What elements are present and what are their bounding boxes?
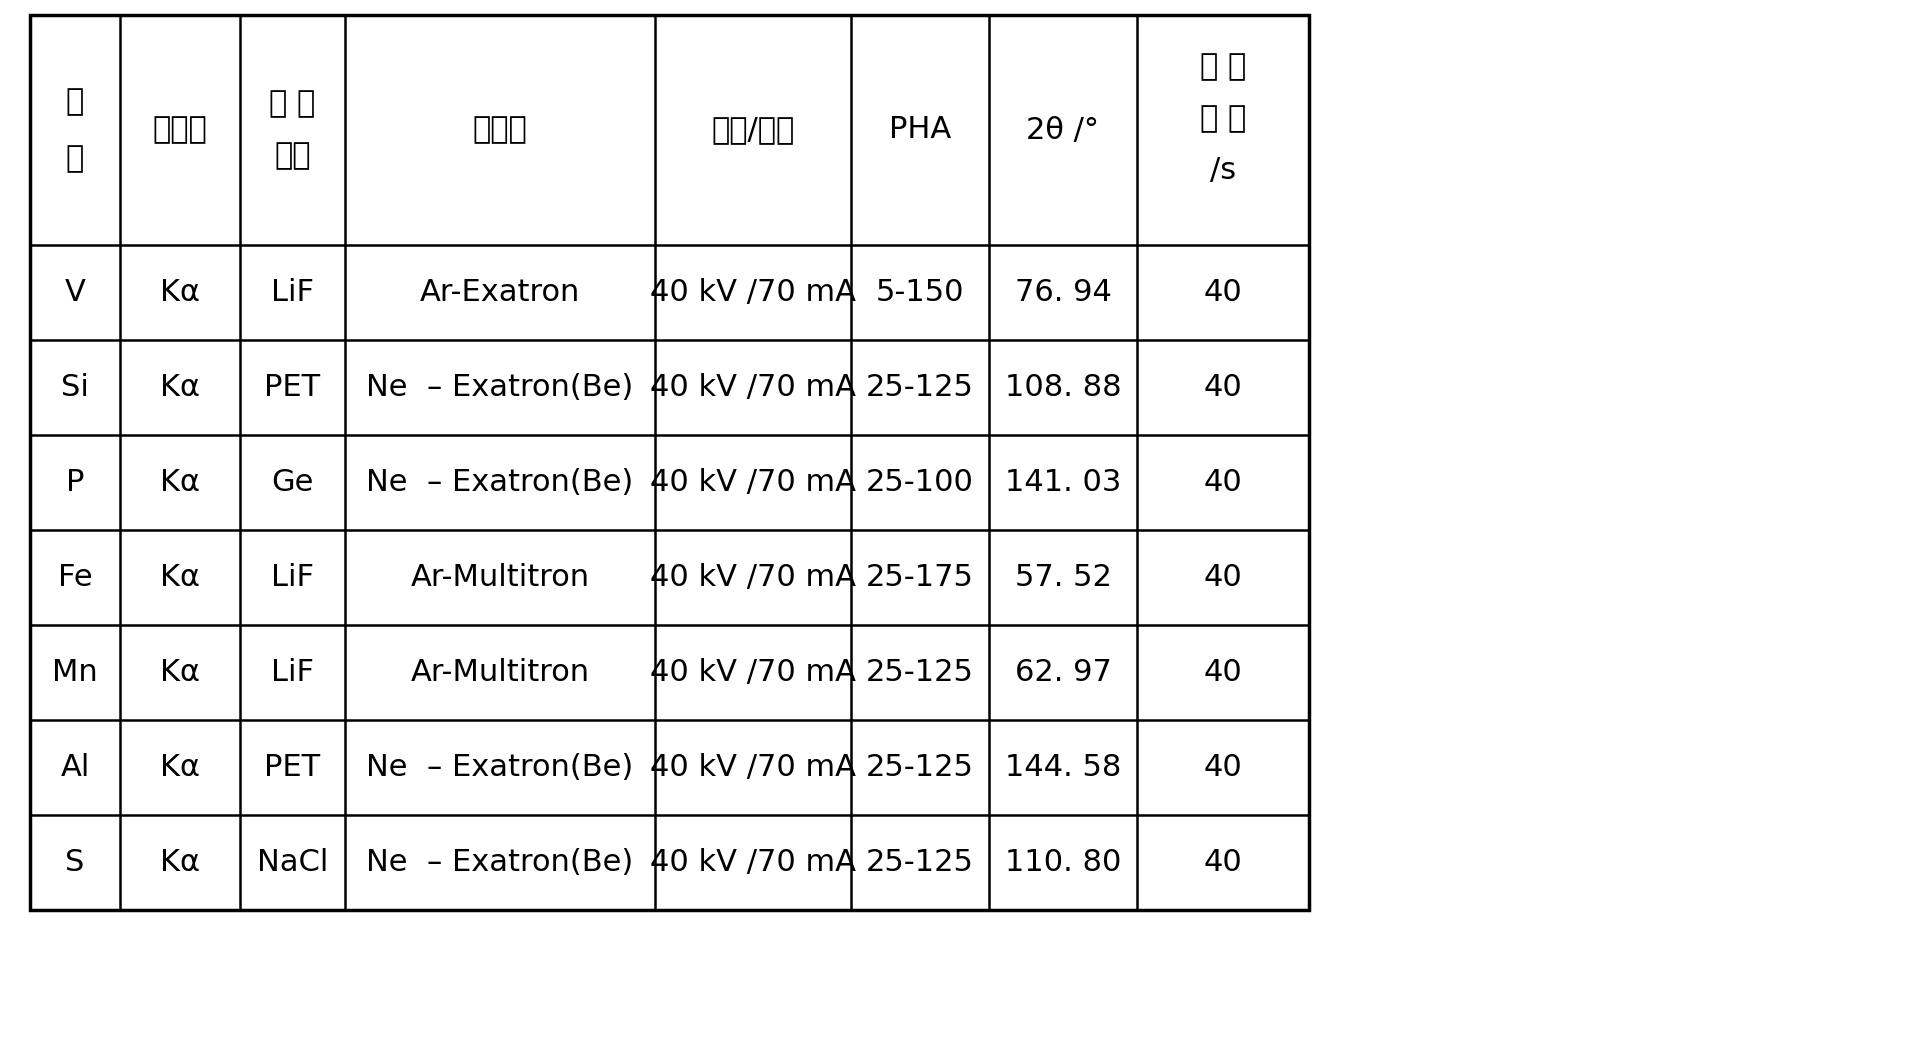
Text: Fe: Fe	[58, 563, 92, 592]
Text: 40 kV /70 mA: 40 kV /70 mA	[650, 468, 856, 498]
Text: 25-125: 25-125	[865, 373, 973, 402]
Text: 40: 40	[1204, 278, 1242, 307]
Text: 40: 40	[1204, 658, 1242, 687]
Text: Ar-Multitron: Ar-Multitron	[410, 658, 588, 687]
Text: PET: PET	[263, 753, 321, 782]
Text: PET: PET	[263, 373, 321, 402]
Text: 110. 80: 110. 80	[1004, 848, 1121, 877]
Text: Kα: Kα	[160, 848, 200, 877]
Text: 108. 88: 108. 88	[1004, 373, 1121, 402]
Text: Ar-Multitron: Ar-Multitron	[410, 563, 588, 592]
Text: 40 kV /70 mA: 40 kV /70 mA	[650, 658, 856, 687]
Text: Ge: Ge	[271, 468, 313, 498]
Text: 25-125: 25-125	[865, 753, 973, 782]
Text: Kα: Kα	[160, 373, 200, 402]
Text: 计 数
时 间
/s: 计 数 时 间 /s	[1200, 52, 1246, 185]
Text: 40: 40	[1204, 848, 1242, 877]
Text: 25-125: 25-125	[865, 848, 973, 877]
Text: 144. 58: 144. 58	[1004, 753, 1121, 782]
Text: 分 光
晶体: 分 光 晶体	[269, 90, 315, 170]
Text: V: V	[65, 278, 85, 307]
Text: 电压/电流: 电压/电流	[712, 116, 794, 145]
Text: 2θ /°: 2θ /°	[1027, 116, 1098, 145]
Text: 40 kV /70 mA: 40 kV /70 mA	[650, 753, 856, 782]
Text: 分析线: 分析线	[152, 116, 208, 145]
Text: 25-100: 25-100	[865, 468, 973, 498]
Text: Ne  – Exatron(Be): Ne – Exatron(Be)	[365, 753, 633, 782]
Text: 40 kV /70 mA: 40 kV /70 mA	[650, 848, 856, 877]
Text: S: S	[65, 848, 85, 877]
Text: LiF: LiF	[271, 563, 313, 592]
Text: PHA: PHA	[888, 116, 950, 145]
Text: 40: 40	[1204, 753, 1242, 782]
Text: NaCl: NaCl	[256, 848, 329, 877]
Text: 57. 52: 57. 52	[1013, 563, 1111, 592]
Text: Ar-Exatron: Ar-Exatron	[419, 278, 581, 307]
Text: Ne  – Exatron(Be): Ne – Exatron(Be)	[365, 848, 633, 877]
Text: 5-150: 5-150	[875, 278, 963, 307]
Text: Kα: Kα	[160, 658, 200, 687]
Text: Kα: Kα	[160, 563, 200, 592]
Text: 40: 40	[1204, 563, 1242, 592]
Bar	[31, 15, 1308, 909]
Text: 76. 94: 76. 94	[1013, 278, 1111, 307]
Text: Mn: Mn	[52, 658, 98, 687]
Text: Kα: Kα	[160, 278, 200, 307]
Text: Ne  – Exatron(Be): Ne – Exatron(Be)	[365, 373, 633, 402]
Text: Kα: Kα	[160, 753, 200, 782]
Text: 40 kV /70 mA: 40 kV /70 mA	[650, 373, 856, 402]
Text: Si: Si	[62, 373, 88, 402]
Text: Al: Al	[60, 753, 90, 782]
Text: LiF: LiF	[271, 278, 313, 307]
Text: 40 kV /70 mA: 40 kV /70 mA	[650, 278, 856, 307]
Text: 141. 03: 141. 03	[1004, 468, 1121, 498]
Text: 元
素: 元 素	[65, 88, 85, 173]
Text: P: P	[65, 468, 85, 498]
Text: Kα: Kα	[160, 468, 200, 498]
Text: 40: 40	[1204, 468, 1242, 498]
Text: LiF: LiF	[271, 658, 313, 687]
Text: 25-125: 25-125	[865, 658, 973, 687]
Text: 探测器: 探测器	[473, 116, 527, 145]
Text: 25-175: 25-175	[865, 563, 973, 592]
Text: Ne  – Exatron(Be): Ne – Exatron(Be)	[365, 468, 633, 498]
Text: 62. 97: 62. 97	[1013, 658, 1111, 687]
Text: 40: 40	[1204, 373, 1242, 402]
Text: 40 kV /70 mA: 40 kV /70 mA	[650, 563, 856, 592]
